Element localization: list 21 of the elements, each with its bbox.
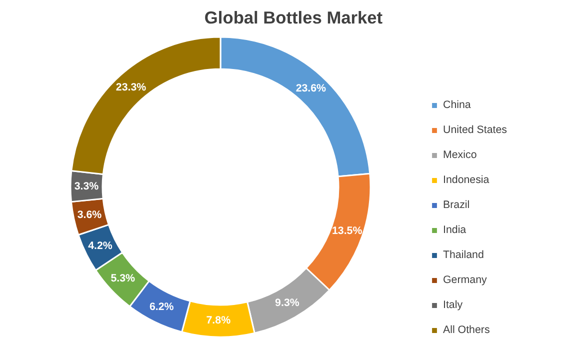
data-label: 4.2% xyxy=(88,240,113,252)
data-label: 9.3% xyxy=(275,296,300,309)
legend-label: India xyxy=(443,224,466,236)
data-label: 7.8% xyxy=(206,314,232,327)
legend-label: United States xyxy=(443,124,507,136)
legend-label: Brazil xyxy=(443,199,470,211)
data-label: 23.6% xyxy=(296,82,327,94)
legend-label: Mexico xyxy=(443,149,477,161)
data-label: 3.3% xyxy=(74,180,100,192)
chart-title: Global Bottles Market xyxy=(204,8,383,28)
legend-label: Germany xyxy=(443,274,487,286)
data-label: 3.6% xyxy=(77,209,102,222)
legend-label: All Others xyxy=(443,324,490,336)
legend-label: Italy xyxy=(443,299,463,311)
legend-label: Indonesia xyxy=(443,174,490,186)
data-label: 6.2% xyxy=(149,300,174,313)
legend-label: Thailand xyxy=(443,249,484,261)
data-label: 13.5% xyxy=(332,224,363,237)
data-label: 5.3% xyxy=(110,272,136,285)
data-label: 23.3% xyxy=(116,82,147,94)
legend-label: China xyxy=(443,99,471,111)
